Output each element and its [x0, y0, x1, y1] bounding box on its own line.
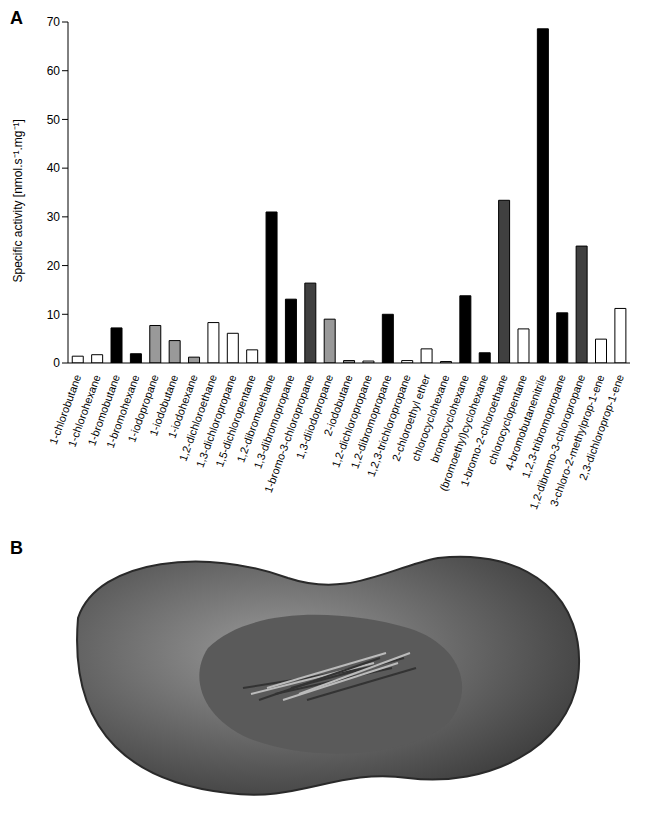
svg-text:1-bromo-2-chloroethane: 1-bromo-2-chloroethane — [458, 372, 510, 488]
svg-text:1-chlorobutane: 1-chlorobutane — [47, 372, 84, 446]
svg-text:1-iodopropane: 1-iodopropane — [125, 372, 161, 444]
svg-text:20: 20 — [47, 259, 61, 273]
svg-text:30: 30 — [47, 210, 61, 224]
svg-text:70: 70 — [47, 15, 61, 29]
svg-text:1,2-dibromoethane: 1,2-dibromoethane — [234, 372, 278, 464]
svg-text:10: 10 — [47, 308, 61, 322]
svg-text:(bromoethyl)cyclohexane: (bromoethyl)cyclohexane — [437, 372, 491, 493]
svg-text:2-iodobutane: 2-iodobutane — [321, 372, 355, 438]
svg-text:1,2-dichloroethane: 1,2-dichloroethane — [176, 372, 219, 463]
svg-text:1,3-dichloropropane: 1,3-dichloropropane — [193, 372, 239, 469]
svg-text:1-chlorohexane: 1-chlorohexane — [65, 372, 103, 449]
svg-text:1,5-dichloropentane: 1,5-dichloropentane — [213, 372, 258, 469]
svg-text:bromocyclohexane: bromocyclohexane — [428, 372, 471, 464]
svg-text:Specific activity [nmol.s⁻¹.mg: Specific activity [nmol.s⁻¹.mg⁻¹] — [11, 119, 25, 282]
svg-text:1,2,3-trichloropropane: 1,2,3-trichloropropane — [364, 372, 413, 479]
svg-text:1,2-dichloropropane: 1,2-dichloropropane — [329, 372, 374, 469]
svg-text:2-chloroethyl ether: 2-chloroethyl ether — [389, 372, 433, 463]
svg-text:1-bromohexane: 1-bromohexane — [103, 372, 142, 450]
svg-text:chlorocyclohexane: chlorocyclohexane — [409, 372, 452, 463]
svg-text:0: 0 — [53, 356, 60, 370]
svg-text:4-bromobutanenitrile: 4-bromobutanenitrile — [502, 372, 549, 472]
svg-text:1-iodobutane: 1-iodobutane — [147, 372, 181, 438]
svg-text:1,2,3-tribromopropane: 1,2,3-tribromopropane — [519, 372, 568, 480]
svg-text:60: 60 — [47, 64, 61, 78]
svg-text:chlorocyclopentane: chlorocyclopentane — [485, 372, 530, 467]
svg-text:1,2-dibromopropane: 1,2-dibromopropane — [348, 372, 394, 471]
svg-text:1-bromobutane: 1-bromobutane — [85, 372, 123, 448]
svg-text:2,3-dichloroprop-1-ene: 2,3-dichloroprop-1-ene — [577, 373, 626, 482]
svg-text:1-bromo-3-chloropropane: 1-bromo-3-chloropropane — [261, 372, 316, 495]
svg-text:1,3-dibromopropane: 1,3-dibromopropane — [251, 372, 297, 471]
svg-text:1-iodohexane: 1-iodohexane — [165, 372, 200, 440]
html-text:A: A — [10, 8, 23, 28]
html-text:B: B — [10, 538, 23, 558]
svg-text:50: 50 — [47, 113, 61, 127]
svg-text:3-chloro-2-methylprop-1-ene: 3-chloro-2-methylprop-1-ene — [547, 372, 607, 509]
svg-text:1,2-dibromo-3-chloropropane: 1,2-dibromo-3-chloropropane — [527, 372, 588, 511]
svg-text:40: 40 — [47, 161, 61, 175]
svg-text:1,3-diiodopropane: 1,3-diiodopropane — [293, 372, 336, 461]
